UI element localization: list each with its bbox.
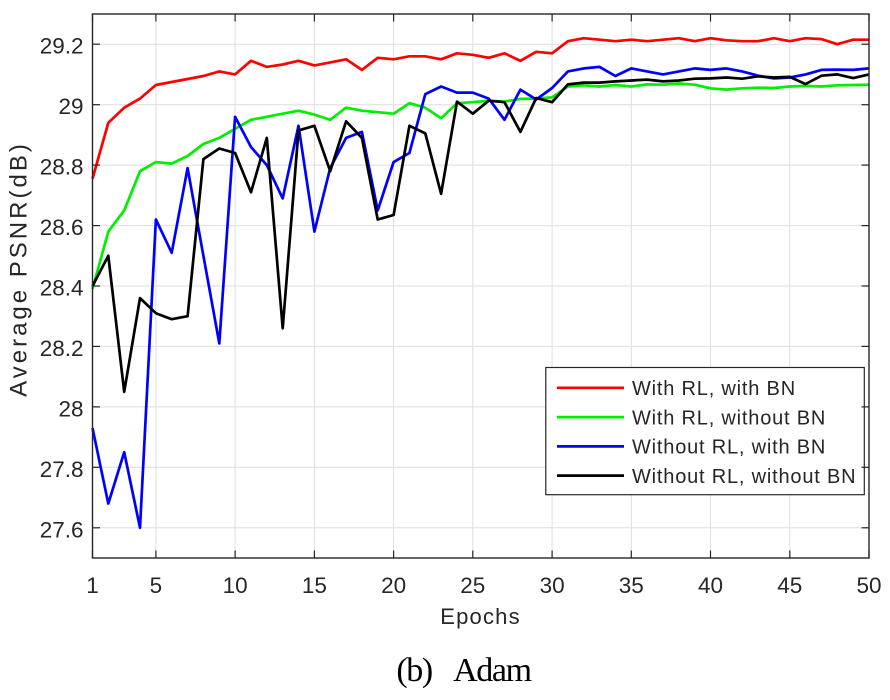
svg-text:25: 25 [460,573,485,598]
svg-text:15: 15 [302,573,327,598]
svg-text:30: 30 [540,573,565,598]
svg-text:27.6: 27.6 [40,517,84,542]
svg-text:28.6: 28.6 [40,215,84,240]
svg-text:Without RL, without BN: Without RL, without BN [632,466,856,488]
svg-text:40: 40 [698,573,723,598]
svg-text:50: 50 [856,573,881,598]
svg-text:20: 20 [381,573,406,598]
svg-text:29: 29 [58,94,83,119]
svg-text:With RL, with BN: With RL, with BN [632,378,796,400]
svg-text:27.8: 27.8 [40,457,84,482]
svg-text:45: 45 [777,573,802,598]
svg-text:28.2: 28.2 [40,336,84,361]
svg-text:10: 10 [223,573,248,598]
svg-text:28: 28 [58,396,83,421]
svg-text:5: 5 [150,573,163,598]
svg-text:28.4: 28.4 [40,276,84,301]
svg-text:Average PSNR(dB): Average PSNR(dB) [6,141,33,397]
svg-text:29.2: 29.2 [40,34,84,59]
svg-text:Epochs: Epochs [440,604,521,629]
svg-text:28.8: 28.8 [40,155,84,180]
svg-text:Without RL, with BN: Without RL, with BN [632,437,826,459]
svg-text:With RL, without BN: With RL, without BN [632,407,826,429]
svg-text:(b) Adam: (b) Adam [396,652,531,689]
svg-text:1: 1 [86,573,99,598]
svg-text:35: 35 [619,573,644,598]
